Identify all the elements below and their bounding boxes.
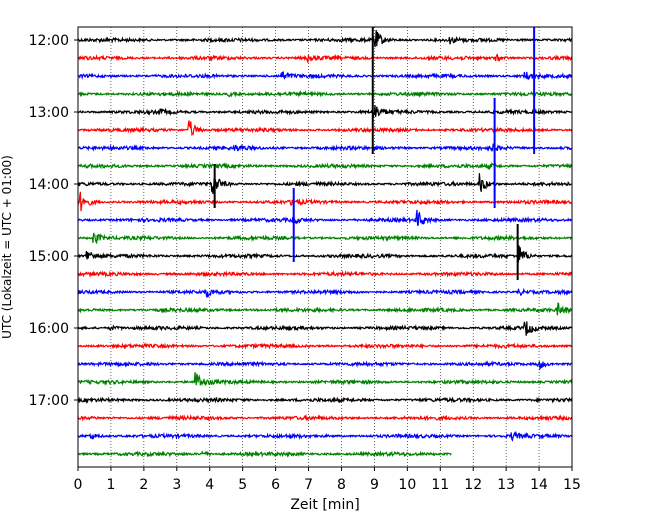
x-tick-label: 7 [304,477,313,493]
trace-1615 [77,342,573,350]
trace-1345 [77,162,573,171]
trace-1445 [77,232,572,245]
plot-frame [77,26,573,468]
x-tick-label: 3 [172,477,181,493]
trace-1215 [77,53,573,65]
spike-marks [213,27,536,280]
x-tick-label: 0 [74,477,83,493]
trace-1230 [77,71,573,81]
x-tick-label: 2 [139,477,148,493]
x-tick-label: 14 [530,477,548,493]
trace-1300 [77,105,573,118]
y-tick-label: 13:00 [29,105,69,121]
seismogram-traces [77,29,573,458]
y-tick-label: 15:00 [29,249,69,265]
trace-1400 [77,173,572,195]
x-tick-label: 15 [563,477,581,493]
trace-1430 [77,209,573,226]
trace-1700 [77,396,573,405]
x-axis-ticks: 0 1 2 3 4 5 6 7 8 9 10 11 12 13 14 15 [74,467,581,493]
trace-1545 [77,302,573,316]
trace-1730 [77,430,573,442]
trace-1330 [77,143,572,152]
trace-1315 [77,120,573,137]
y-axis-ticks: 12:00 13:00 14:00 15:00 16:00 17:00 [29,33,78,409]
x-tick-label: 13 [497,477,515,493]
y-axis-label: UTC (Lokalzeit = UTC + 01:00) [0,155,14,339]
x-tick-label: 6 [271,477,280,493]
trace-1630 [77,360,572,371]
x-tick-label: 1 [106,477,115,493]
y-tick-label: 16:00 [29,321,69,337]
trace-1600 [77,321,573,336]
x-tick-label: 9 [370,477,379,493]
x-tick-label: 10 [398,477,416,493]
x-tick-label: 11 [431,477,449,493]
x-axis-label: Zeit [min] [290,497,359,513]
trace-1415 [77,191,572,212]
vertical-gridlines [110,27,540,467]
trace-1745 [77,450,452,458]
trace-1245 [77,89,573,98]
trace-1715 [77,413,573,422]
x-tick-label: 8 [337,477,346,493]
trace-1500 [77,245,573,263]
y-tick-label: 17:00 [29,393,69,409]
x-tick-label: 12 [464,477,482,493]
x-tick-label: 5 [238,477,247,493]
trace-1200 [77,29,573,48]
y-tick-label: 14:00 [29,177,69,193]
trace-1515 [77,270,573,279]
x-tick-label: 4 [205,477,214,493]
trace-1530 [77,287,573,298]
trace-1645 [77,372,573,387]
y-tick-label: 12:00 [29,33,69,49]
